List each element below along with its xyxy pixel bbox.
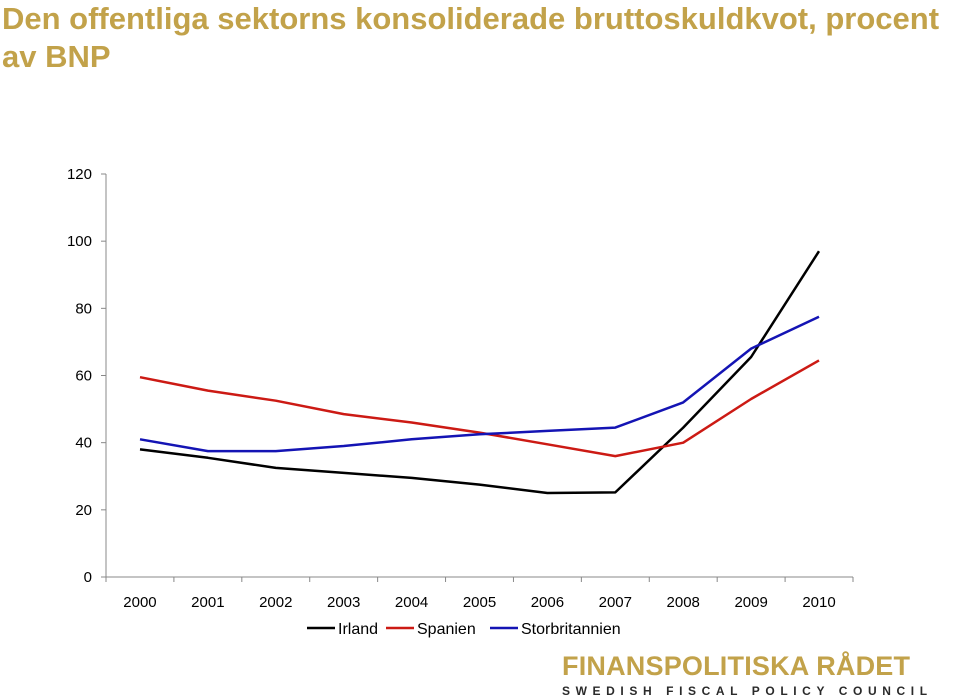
y-tick-label: 100: [67, 233, 92, 250]
logo-wordmark: FINANSPOLITISKA RÅDET: [562, 651, 911, 681]
legend-label-irland: Irland: [338, 621, 378, 638]
x-tick-label: 2009: [734, 594, 767, 611]
x-tick-label: 2003: [327, 594, 360, 611]
x-tick-label: 2005: [463, 594, 496, 611]
x-tick-label: 2008: [667, 594, 700, 611]
x-tick-label: 2004: [395, 594, 428, 611]
y-tick-label: 60: [75, 368, 92, 385]
series-line-spanien: [139, 359, 820, 458]
x-tick-label: 2007: [599, 594, 632, 611]
y-tick-label: 120: [67, 166, 92, 183]
organization-logo: FINANSPOLITISKA RÅDET SWEDISH FISCAL POL…: [562, 651, 957, 698]
chart-title: Den offentliga sektorns konsoliderade br…: [2, 1, 940, 74]
x-tick-label: 2002: [259, 594, 292, 611]
x-tick-label: 2001: [191, 594, 224, 611]
y-tick-label: 40: [75, 435, 92, 452]
series-line-irland: [139, 250, 821, 495]
x-tick-label: 2010: [802, 594, 835, 611]
logo-tagline: SWEDISH FISCAL POLICY COUNCIL: [562, 684, 933, 698]
x-tick-label: 2000: [123, 594, 156, 611]
legend-label-spanien: Spanien: [417, 621, 476, 638]
y-tick-label: 20: [75, 502, 92, 519]
x-tick-label: 2006: [531, 594, 564, 611]
legend-label-storbritannien: Storbritannien: [521, 621, 621, 638]
y-tick-label: 80: [75, 300, 92, 317]
y-tick-label: 0: [84, 569, 92, 586]
series-line-storbritannien: [139, 315, 820, 453]
